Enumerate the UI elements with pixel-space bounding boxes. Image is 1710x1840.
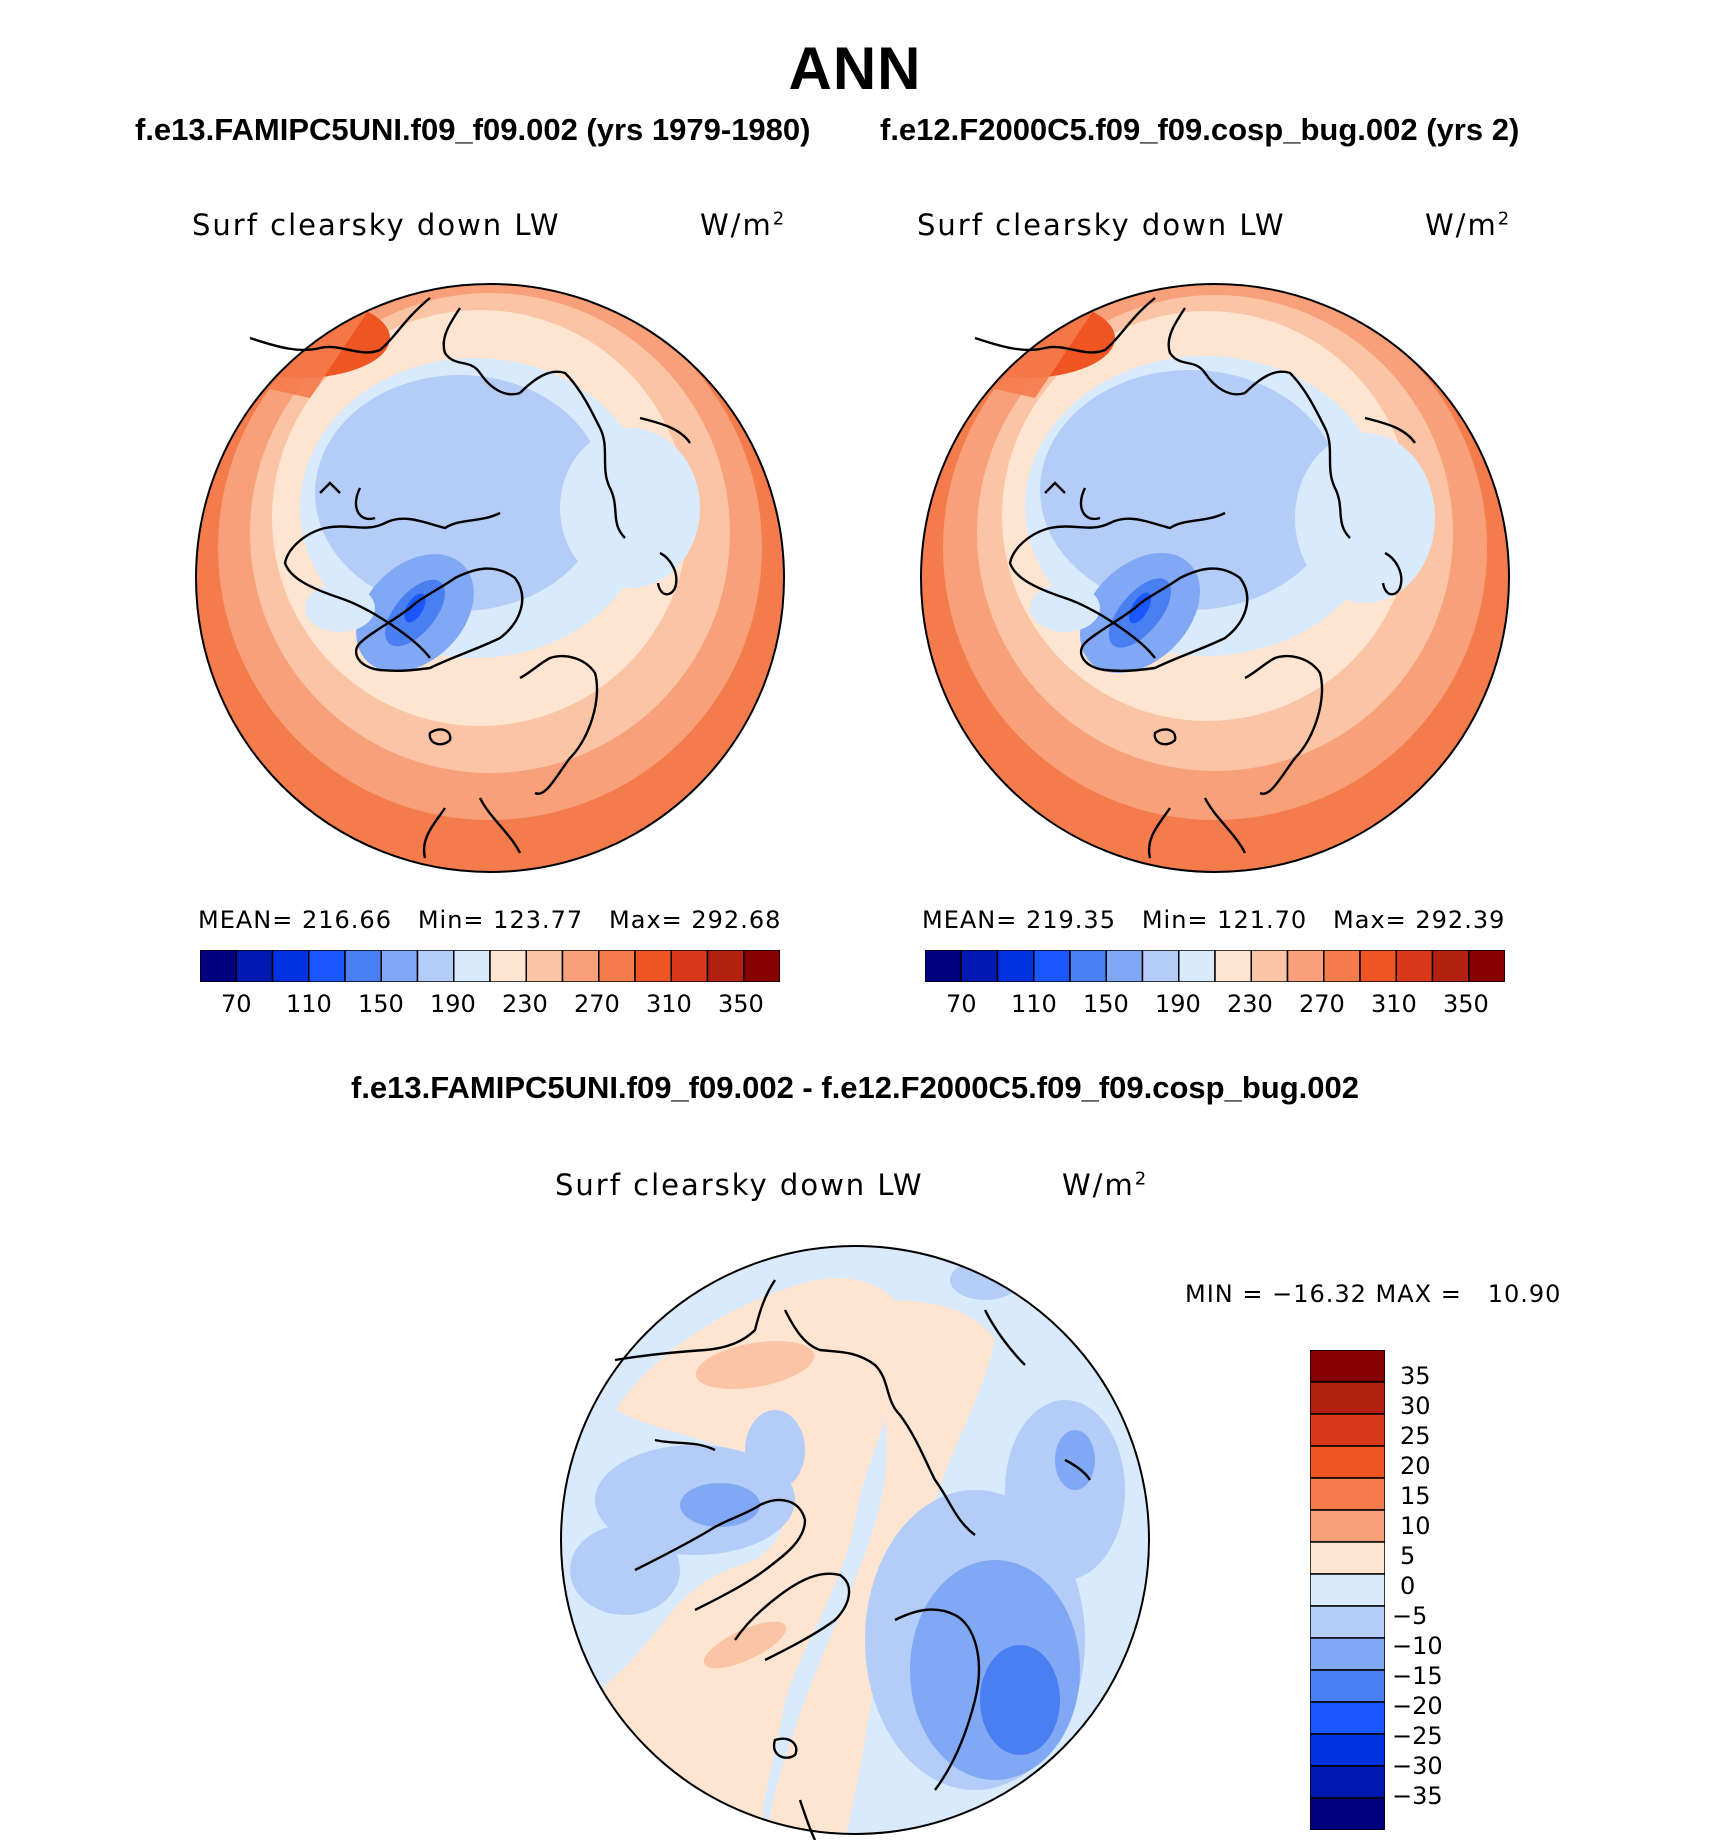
diff-polar-map [560, 1245, 1150, 1840]
diff-variable: Surf clearsky down LW [555, 1168, 924, 1202]
panel1-polar-map [195, 283, 785, 873]
colorbar-swatch [200, 950, 237, 982]
panel1-colorbar-tick: 190 [430, 990, 476, 1018]
colorbar-swatch [525, 950, 564, 982]
colorbar-swatch [1214, 950, 1252, 982]
colorbar-swatch [1286, 950, 1325, 982]
colorbar-swatch [308, 950, 346, 982]
panel1-colorbar-tick: 70 [221, 990, 252, 1018]
colorbar-swatch [1310, 1669, 1385, 1703]
panel2-colorbar-tick: 230 [1227, 990, 1273, 1018]
diff-colorbar-tick: 15 [1400, 1482, 1431, 1510]
diff-colorbar-tick: −20 [1392, 1692, 1443, 1720]
colorbar-swatch [453, 950, 491, 982]
panel1-colorbar [200, 950, 780, 982]
colorbar-swatch [1069, 950, 1107, 982]
colorbar-swatch [960, 950, 999, 982]
panel1-units: W/m2 [700, 208, 787, 242]
diff-colorbar-tick: −10 [1392, 1632, 1443, 1660]
diff-colorbar-tick: 30 [1400, 1392, 1431, 1420]
panel1-stats: MEAN= 216.66 Min= 123.77 Max= 292.68 [198, 906, 782, 934]
colorbar-swatch [1310, 1509, 1385, 1543]
colorbar-swatch [1310, 1797, 1385, 1830]
colorbar-swatch [1431, 950, 1470, 982]
diff-colorbar-tick: 25 [1400, 1422, 1431, 1450]
panel2-colorbar-tick: 190 [1155, 990, 1201, 1018]
colorbar-swatch [1310, 1445, 1385, 1479]
colorbar-swatch [706, 950, 745, 982]
colorbar-swatch [271, 950, 310, 982]
colorbar-swatch [1359, 950, 1397, 982]
case-a-title: f.e13.FAMIPC5UNI.f09_f09.002 (yrs 1979-1… [135, 112, 811, 147]
colorbar-swatch [380, 950, 419, 982]
colorbar-swatch [996, 950, 1035, 982]
colorbar-swatch [1310, 1733, 1385, 1767]
colorbar-swatch [1310, 1413, 1385, 1447]
diff-colorbar-tick: −35 [1392, 1782, 1443, 1810]
colorbar-swatch [634, 950, 672, 982]
diff-colorbar-tick: 0 [1400, 1572, 1416, 1600]
panel2-variable: Surf clearsky down LW [917, 208, 1286, 242]
colorbar-swatch [1310, 1637, 1385, 1671]
panel2-colorbar-tick: 150 [1083, 990, 1129, 1018]
panel1-colorbar-tick: 110 [286, 990, 332, 1018]
diff-units: W/m2 [1062, 1168, 1149, 1202]
figure-title: ANN [788, 35, 922, 102]
colorbar-swatch [489, 950, 527, 982]
colorbar-swatch [1323, 950, 1361, 982]
panel2-colorbar-tick: 270 [1299, 990, 1345, 1018]
colorbar-swatch [1395, 950, 1434, 982]
colorbar-swatch [1310, 1541, 1385, 1575]
colorbar-swatch [1178, 950, 1216, 982]
diff-colorbar [1310, 1350, 1385, 1830]
colorbar-swatch [235, 950, 274, 982]
diff-colorbar-tick: 35 [1400, 1362, 1431, 1390]
panel2-colorbar-tick: 350 [1443, 990, 1489, 1018]
colorbar-swatch [598, 950, 636, 982]
diff-colorbar-tick: 10 [1400, 1512, 1431, 1540]
colorbar-swatch [1105, 950, 1144, 982]
colorbar-swatch [1250, 950, 1289, 982]
panel2-units: W/m2 [1425, 208, 1512, 242]
colorbar-swatch [1310, 1350, 1385, 1383]
panel1-colorbar-tick: 310 [646, 990, 692, 1018]
colorbar-swatch [1310, 1765, 1385, 1799]
colorbar-swatch [1310, 1381, 1385, 1415]
colorbar-swatch [1141, 950, 1180, 982]
diff-title: f.e13.FAMIPC5UNI.f09_f09.002 - f.e12.F20… [351, 1070, 1359, 1105]
panel2-stats: MEAN= 219.35 Min= 121.70 Max= 292.39 [922, 906, 1506, 934]
panel1-colorbar-tick: 230 [502, 990, 548, 1018]
colorbar-swatch [1310, 1573, 1385, 1607]
diff-colorbar-tick: −15 [1392, 1662, 1443, 1690]
colorbar-swatch [1468, 950, 1505, 982]
colorbar-swatch [670, 950, 709, 982]
panel1-colorbar-tick: 350 [718, 990, 764, 1018]
case-b-title: f.e12.F2000C5.f09_f09.cosp_bug.002 (yrs … [880, 112, 1520, 147]
diff-colorbar-tick: 20 [1400, 1452, 1431, 1480]
panel2-colorbar-tick: 110 [1011, 990, 1057, 1018]
colorbar-swatch [416, 950, 455, 982]
panel2-colorbar-tick: 70 [946, 990, 977, 1018]
diff-colorbar-tick: −25 [1392, 1722, 1443, 1750]
diff-colorbar-tick: 5 [1400, 1542, 1416, 1570]
panel1-colorbar-tick: 270 [574, 990, 620, 1018]
panel1-colorbar-tick: 150 [358, 990, 404, 1018]
colorbar-swatch [1310, 1477, 1385, 1511]
colorbar-swatch [1033, 950, 1071, 982]
panel2-colorbar [925, 950, 1505, 982]
colorbar-swatch [561, 950, 600, 982]
diff-stats: MIN = −16.32 MAX = 10.90 [1185, 1280, 1562, 1308]
colorbar-swatch [1310, 1605, 1385, 1639]
colorbar-swatch [1310, 1701, 1385, 1735]
panel1-variable: Surf clearsky down LW [192, 208, 561, 242]
panel2-polar-map [920, 283, 1510, 873]
colorbar-swatch [743, 950, 780, 982]
colorbar-swatch [925, 950, 962, 982]
panel2-colorbar-tick: 310 [1371, 990, 1417, 1018]
diff-colorbar-tick: −30 [1392, 1752, 1443, 1780]
diff-colorbar-tick: −5 [1392, 1602, 1428, 1630]
colorbar-swatch [344, 950, 382, 982]
